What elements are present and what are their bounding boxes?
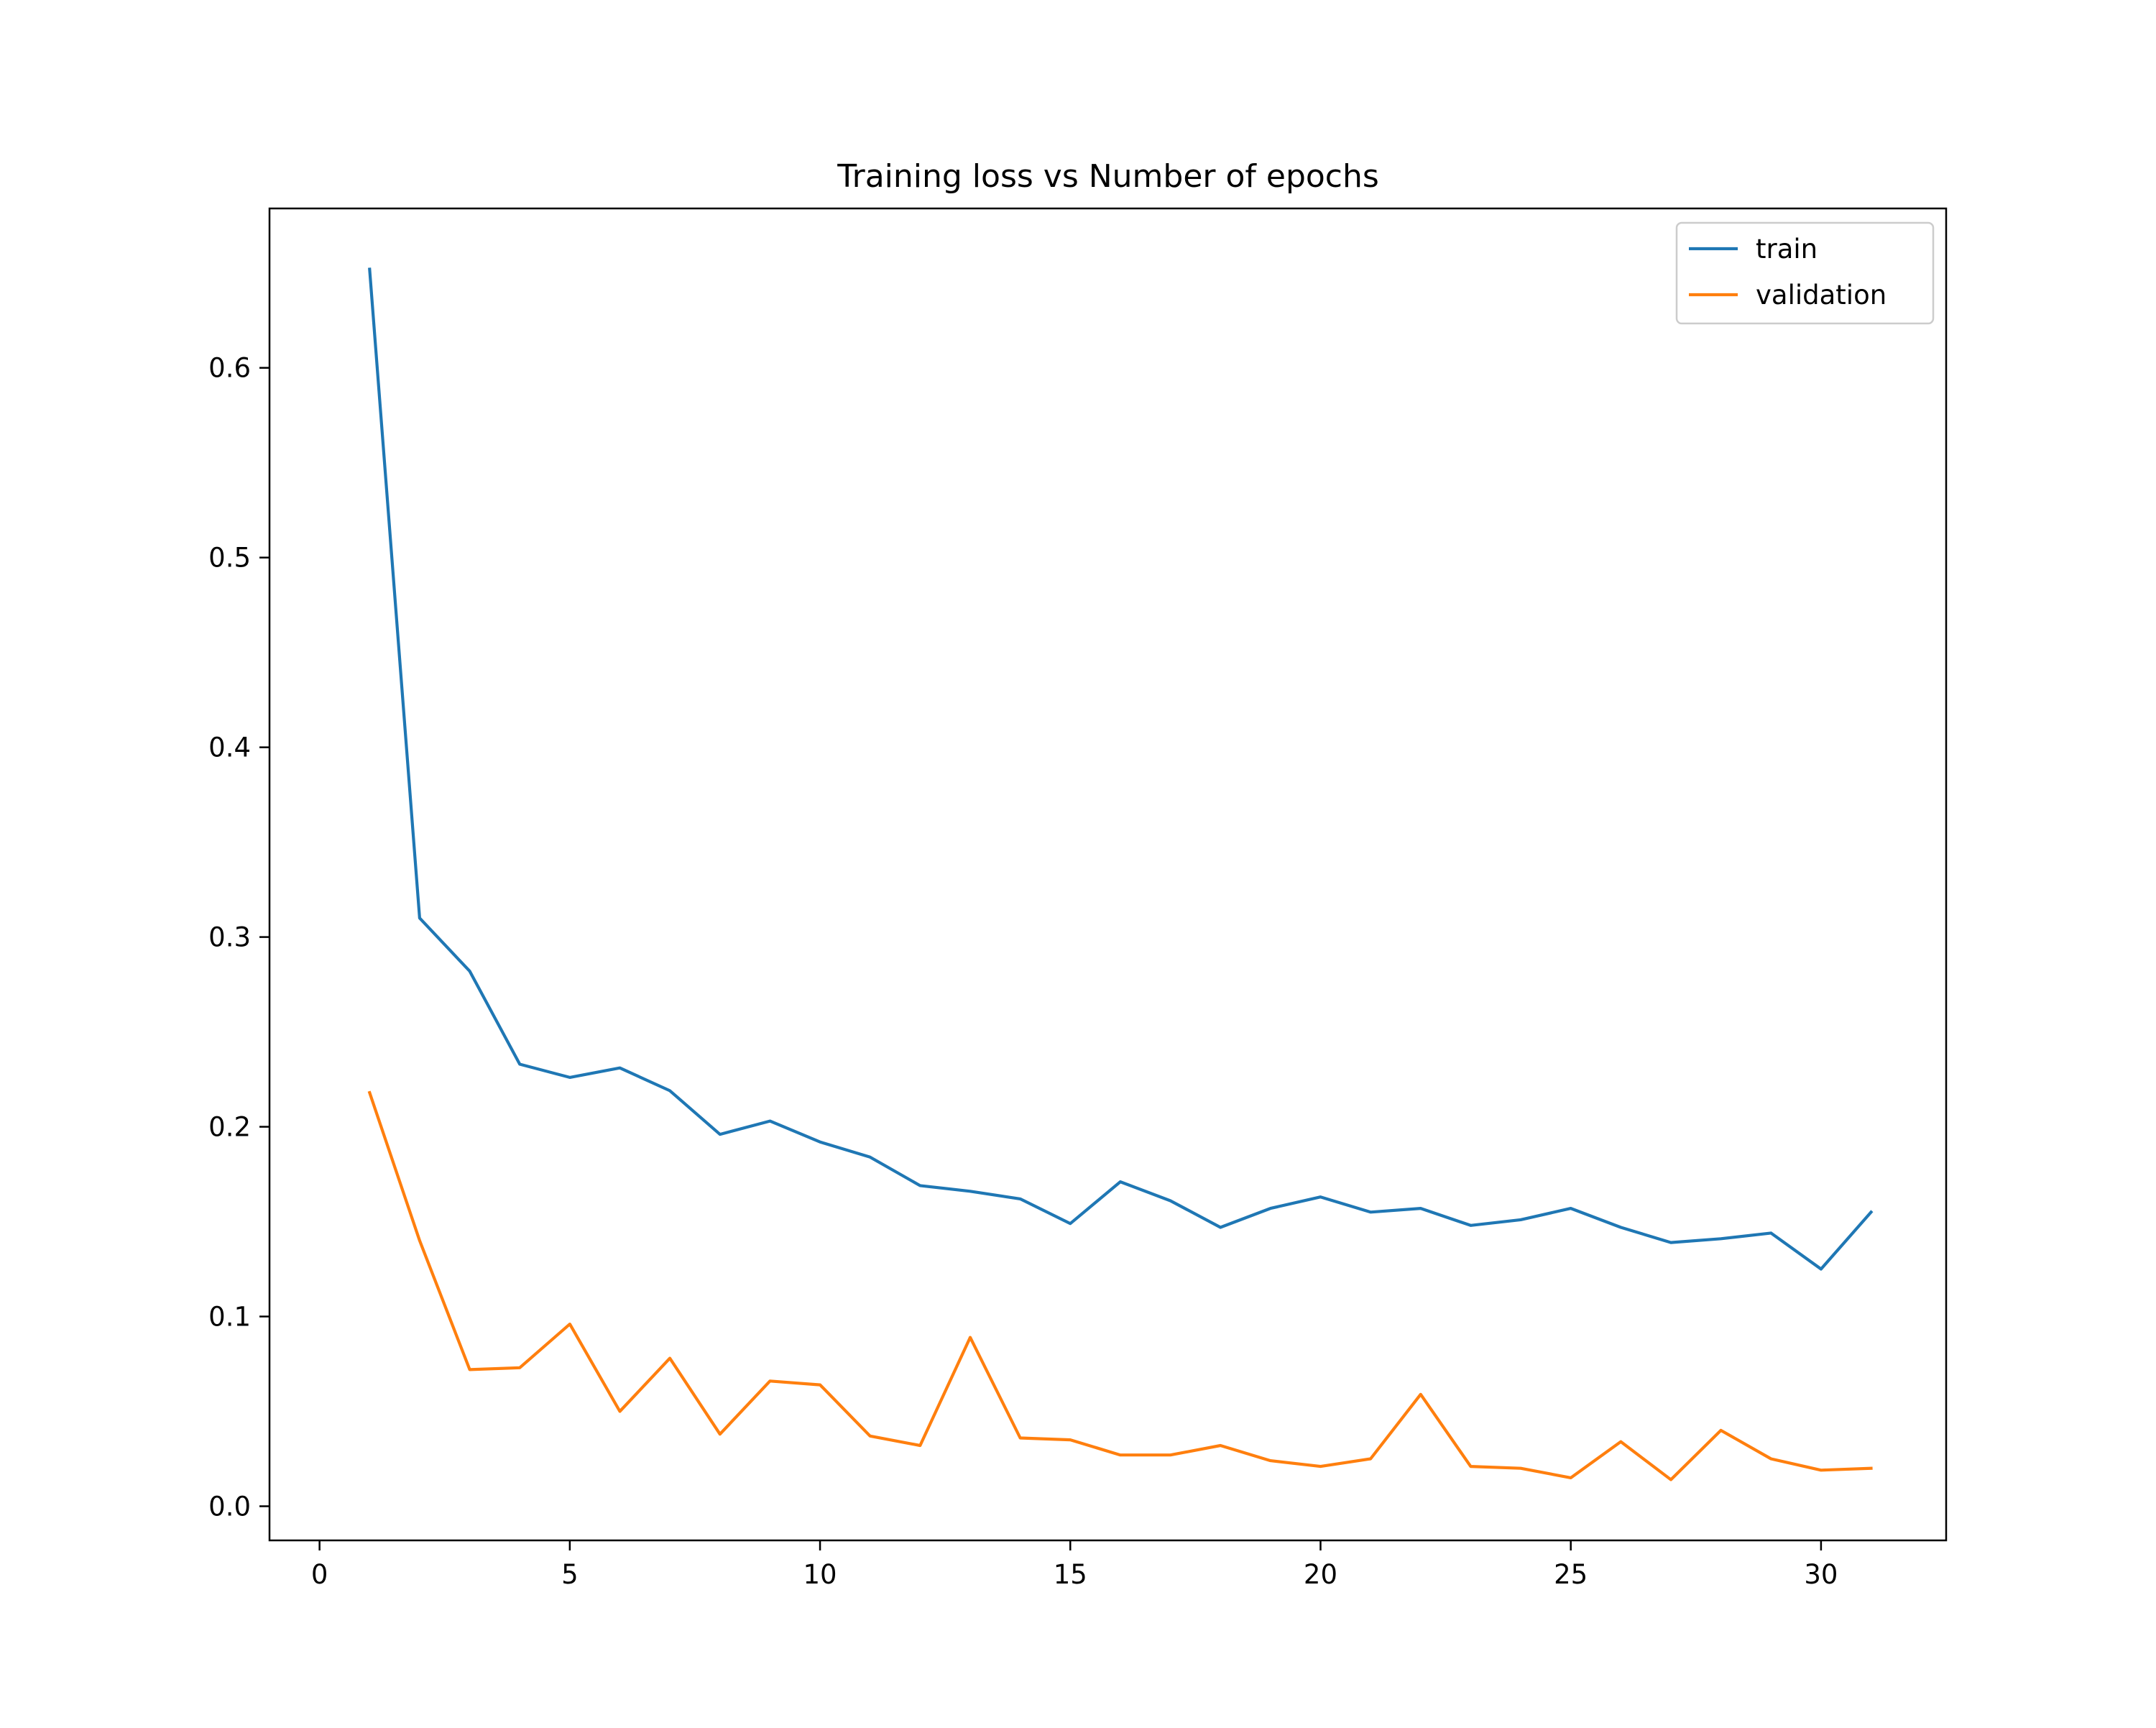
- y-tick-label: 0.3: [208, 922, 251, 953]
- legend: train validation: [1675, 221, 1935, 325]
- y-tick-label: 0.0: [208, 1491, 251, 1522]
- x-tick-label: 20: [1304, 1559, 1337, 1590]
- legend-label-validation: validation: [1756, 280, 1886, 311]
- plot-area: [367, 267, 1874, 1481]
- x-tick-label: 5: [561, 1559, 579, 1590]
- y-tick-label: 0.6: [208, 353, 251, 384]
- chart-title: Training loss vs Number of epochs: [837, 158, 1379, 195]
- y-tick-label: 0.1: [208, 1302, 251, 1333]
- series-line-train: [368, 267, 1874, 1271]
- series-line-validation: [367, 1090, 1873, 1481]
- axes: 0 5 10 15 20 25 30 0.0 0.1 0.2 0.3 0.4 0.5 0.6: [208, 207, 1948, 1590]
- legend-label-train: train: [1756, 234, 1818, 265]
- y-tick-label: 0.4: [208, 732, 251, 763]
- x-tick-label: 0: [311, 1559, 328, 1590]
- x-tick-label: 15: [1054, 1559, 1087, 1590]
- x-tick-label: 30: [1804, 1559, 1838, 1590]
- y-tick-label: 0.2: [208, 1112, 251, 1143]
- x-tick-label: 10: [803, 1559, 837, 1590]
- x-tick-label: 25: [1554, 1559, 1588, 1590]
- y-tick-label: 0.5: [208, 543, 251, 574]
- legend-box: [1675, 221, 1935, 325]
- axes-frame: [268, 207, 1948, 1542]
